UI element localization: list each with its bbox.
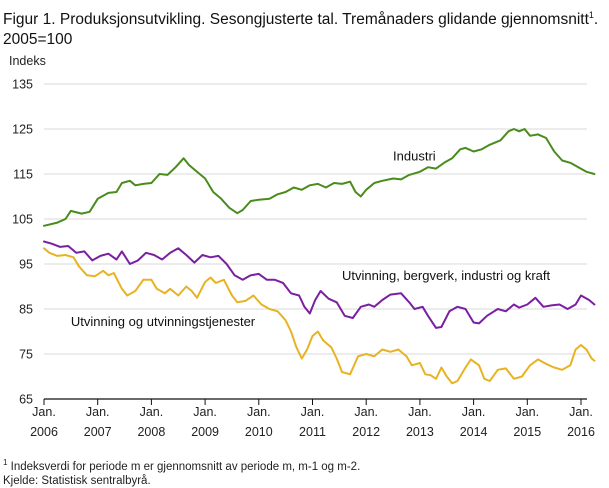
series-line-3 (43, 247, 596, 385)
x-tick-label-year: 2008 (137, 425, 165, 439)
x-tick-label-month: Jan. (32, 405, 56, 419)
x-tick-label-month: Jan. (462, 405, 486, 419)
grid-lines (44, 83, 587, 355)
y-tick-label: 105 (12, 213, 33, 227)
x-tick-label-month: Jan. (354, 405, 378, 419)
x-tick-label-month: Jan. (569, 405, 593, 419)
x-tick-label-month: Jan. (193, 405, 217, 419)
title-tail: . 2005=100 (3, 11, 599, 49)
y-tick-label: 65 (19, 393, 33, 407)
series-annotation-1: Industri (393, 149, 436, 164)
y-axis-label: Indeks (9, 54, 46, 68)
x-tick-label-year: 2006 (30, 425, 58, 439)
axes: Indeks 65 75 85 95 105 115 125 135 Jan. 2006 Jan. 20… (9, 54, 595, 439)
series-annotation-2: Utvinning, bergverk, industri og kraft (342, 268, 550, 283)
x-tick-label-month: Jan. (140, 405, 164, 419)
series-annotation-3: Utvinning og utvinningstjenester (71, 314, 256, 329)
x-tick-label-year: 2016 (567, 425, 595, 439)
footnote: 1 Indeksverdi for periode m er gjennomsn… (3, 456, 360, 488)
x-tick-label-year: 2015 (513, 425, 541, 439)
source-text: Kjelde: Statistisk sentralbyrå. (3, 474, 151, 487)
x-tick-label-year: 2007 (84, 425, 112, 439)
footnote-text: Indeksverdi for periode m er gjennomsnit… (7, 460, 361, 473)
series-line-2 (43, 240, 596, 329)
x-tick-label-year: 2012 (352, 425, 380, 439)
y-tick-label: 75 (19, 348, 33, 362)
x-tick-label-month: Jan. (515, 405, 539, 419)
x-tick-label-year: 2010 (245, 425, 273, 439)
series-line-1 (43, 128, 596, 227)
chart-title: Figur 1. Produksjonsutvikling. Sesongjus… (3, 5, 603, 50)
x-tick-label-month: Jan. (86, 405, 110, 419)
annotations: Industri Utvinning, bergverk, industri og… (71, 149, 551, 330)
y-tick-label: 135 (12, 78, 33, 92)
footnote-marker: 1 (3, 458, 8, 467)
y-tick-label: 95 (19, 258, 33, 272)
title-footnote-marker: 1 (588, 10, 594, 20)
footnote-definition: 1 Indeksverdi for periode m er gjennomsn… (3, 456, 360, 474)
x-tick-label-year: 2009 (191, 425, 219, 439)
x-tick-label-year: 2011 (299, 425, 326, 439)
series-lines (43, 128, 596, 385)
x-tick-label-month: Jan. (247, 405, 271, 419)
x-tick-label-year: 2013 (406, 425, 434, 439)
x-tick-label-month: Jan. (408, 405, 432, 419)
x-tick-label-year: 2014 (460, 425, 488, 439)
y-tick-label: 115 (13, 168, 33, 182)
y-tick-label: 85 (19, 303, 33, 317)
y-tick-label: 125 (12, 123, 33, 137)
line-chart: Indeks 65 75 85 95 105 115 125 135 Jan. 2006 Jan. 20… (9, 54, 596, 439)
x-tick-label-month: Jan. (301, 405, 325, 419)
title-main: Figur 1. Produksjonsutvikling. Sesongjus… (3, 11, 589, 29)
